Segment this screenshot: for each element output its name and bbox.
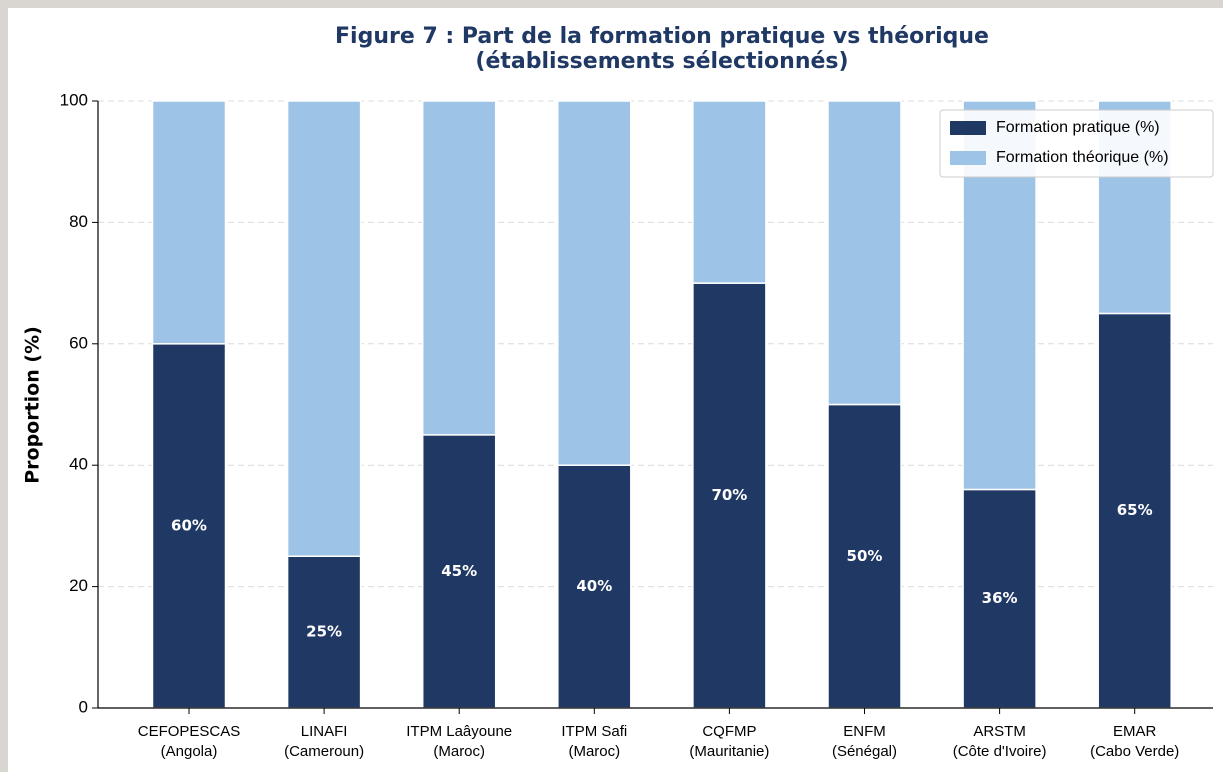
bar-segment <box>692 100 767 284</box>
bar-segment <box>286 100 362 557</box>
chart-title: Figure 7 : Part de la formation pratique… <box>335 24 989 74</box>
legend-label: Formation théorique (%) <box>996 149 1169 166</box>
x-tick-label: LINAFI (Cameroun) <box>284 723 364 760</box>
value-label: 40% <box>576 577 612 595</box>
legend-swatch <box>950 121 986 135</box>
value-label: 65% <box>1117 501 1153 519</box>
legend-label: Formation pratique (%) <box>996 119 1160 136</box>
x-tick-label: ENFM (Sénégal) <box>832 723 897 760</box>
x-tick-label: CQFMP (Mauritanie) <box>689 723 769 760</box>
value-label: 25% <box>306 623 342 641</box>
value-label: 50% <box>847 547 883 565</box>
y-tick-label: 0 <box>79 697 88 716</box>
bar-segment <box>421 434 497 709</box>
bar-segment <box>151 343 227 709</box>
x-tick-label: ITPM Safi (Maroc) <box>561 723 627 760</box>
x-tick-label: EMAR (Cabo Verde) <box>1090 723 1179 760</box>
bar-segment <box>151 100 227 345</box>
bar-segment <box>1097 312 1172 709</box>
bar-segment <box>557 100 632 466</box>
value-label: 45% <box>441 562 477 580</box>
bar-segment <box>421 100 497 436</box>
y-axis-label: Proportion (%) <box>22 326 44 484</box>
x-tick-label: ITPM Laâyoune (Maroc) <box>406 723 512 760</box>
value-label: 36% <box>982 589 1018 607</box>
value-label: 70% <box>711 486 747 504</box>
legend-box <box>939 109 1214 178</box>
value-label: 60% <box>171 516 207 534</box>
y-tick-label: 20 <box>69 576 88 595</box>
x-tick-label: ARSTM (Côte d'Ivoire) <box>953 723 1047 760</box>
bar-segment <box>827 403 902 709</box>
bar-segment <box>557 464 632 709</box>
y-tick-label: 80 <box>69 212 88 231</box>
bar-segment <box>827 100 902 406</box>
legend-swatch <box>950 151 986 165</box>
x-tick-label: CEFOPESCAS (Angola) <box>138 723 241 760</box>
y-tick-label: 60 <box>69 333 88 352</box>
y-tick-label: 40 <box>69 455 88 474</box>
y-tick-label: 100 <box>60 90 88 109</box>
